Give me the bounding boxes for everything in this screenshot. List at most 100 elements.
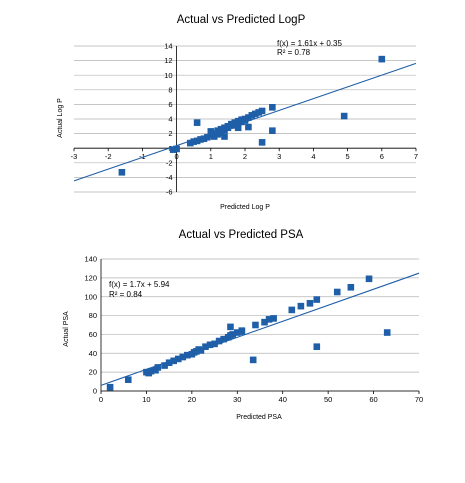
psa-r2-label: R² = 0.84 bbox=[109, 290, 143, 299]
logp-data-point bbox=[248, 112, 256, 119]
logp-data-point bbox=[269, 104, 276, 111]
psa-tick-labels: 0 20 40 60 80 100 120 140 0 10 20 30 40 50 60 70 bbox=[84, 255, 423, 404]
logp-data-point bbox=[221, 133, 228, 140]
psa-y-tick-label: 60 bbox=[89, 330, 97, 339]
psa-data-point bbox=[174, 355, 182, 363]
logp-data-point bbox=[258, 139, 266, 146]
logp-y-tick-label: 4 bbox=[168, 115, 172, 124]
logp-x-axis-label: Predicted Log P bbox=[220, 204, 270, 211]
psa-trend-equation: f(x) = 1.7x + 5.94 bbox=[109, 280, 170, 289]
logp-data-point bbox=[193, 119, 201, 126]
logp-axes bbox=[73, 46, 417, 192]
logp-data-point bbox=[228, 120, 235, 128]
psa-data-point bbox=[261, 318, 268, 326]
logp-r2-label: R² = 0.78 bbox=[277, 48, 311, 57]
logp-y-tick-label: -2 bbox=[166, 158, 173, 167]
logp-data-point bbox=[193, 137, 201, 145]
psa-axes bbox=[100, 259, 420, 394]
logp-data-point bbox=[173, 145, 180, 153]
logp-data-point bbox=[269, 127, 276, 134]
psa-data-point bbox=[306, 300, 314, 307]
psa-data-point bbox=[313, 343, 321, 350]
logp-data-point bbox=[251, 110, 259, 118]
psa-data-point bbox=[202, 343, 209, 350]
psa-chart-title: Actual vs Predicted PSA bbox=[179, 229, 304, 241]
logp-y-tick-label: 8 bbox=[168, 85, 172, 94]
psa-data-point bbox=[211, 340, 218, 348]
logp-data-point bbox=[241, 117, 249, 124]
logp-y-tick-label: 12 bbox=[164, 56, 172, 65]
logp-data-point bbox=[210, 130, 218, 137]
logp-data-point bbox=[378, 55, 386, 63]
psa-data-point bbox=[265, 316, 273, 323]
logp-x-tick-label: 0 bbox=[175, 152, 179, 161]
logp-data-point bbox=[234, 120, 242, 127]
logp-data-point bbox=[231, 119, 239, 126]
logp-data-point bbox=[221, 124, 228, 132]
logp-data-point bbox=[217, 125, 225, 133]
psa-data-point bbox=[383, 329, 391, 336]
logp-y-tick-label: 10 bbox=[164, 71, 172, 80]
psa-points bbox=[106, 275, 391, 391]
psa-x-tick-label: 60 bbox=[369, 395, 377, 404]
logp-y-tick-label: 6 bbox=[168, 100, 172, 109]
logp-data-point bbox=[190, 138, 197, 145]
logp-data-point bbox=[207, 131, 215, 139]
logp-x-tick-label: -2 bbox=[105, 152, 112, 161]
psa-data-point bbox=[124, 376, 132, 383]
psa-x-axis-label: Predicted PSA bbox=[236, 414, 282, 421]
psa-data-point bbox=[238, 327, 246, 334]
psa-data-point bbox=[170, 357, 177, 365]
logp-x-tick-label: -3 bbox=[71, 152, 78, 161]
psa-trendline bbox=[100, 272, 420, 386]
psa-data-point bbox=[233, 329, 241, 336]
psa-y-tick-label: 20 bbox=[89, 368, 97, 377]
logp-x-tick-label: 3 bbox=[277, 152, 281, 161]
logp-data-point bbox=[245, 123, 252, 131]
logp-data-point bbox=[169, 146, 177, 153]
psa-x-tick-label: 10 bbox=[142, 395, 150, 404]
psa-data-point bbox=[313, 296, 321, 303]
psa-data-point bbox=[249, 356, 257, 364]
psa-data-point bbox=[147, 367, 155, 375]
logp-data-point bbox=[214, 131, 221, 138]
psa-x-tick-label: 40 bbox=[279, 395, 287, 404]
psa-y-tick-label: 80 bbox=[89, 311, 97, 320]
psa-x-tick-label: 30 bbox=[233, 395, 241, 404]
psa-y-tick-label: 120 bbox=[84, 273, 97, 282]
psa-y-tick-label: 100 bbox=[84, 292, 97, 301]
psa-data-point bbox=[215, 337, 223, 345]
psa-data-point bbox=[288, 306, 296, 314]
psa-data-point bbox=[220, 335, 227, 343]
psa-x-tick-label: 50 bbox=[324, 395, 332, 404]
psa-data-point bbox=[179, 353, 187, 361]
logp-x-tick-label: 6 bbox=[380, 152, 384, 161]
logp-y-tick-label: -4 bbox=[166, 173, 173, 182]
psa-data-point bbox=[197, 347, 205, 354]
logp-data-point bbox=[255, 109, 262, 116]
psa-x-tick-label: 70 bbox=[415, 395, 423, 404]
psa-data-point bbox=[184, 351, 191, 359]
logp-data-point bbox=[234, 124, 242, 132]
logp-data-point bbox=[214, 127, 221, 134]
logp-data-point bbox=[197, 136, 204, 143]
logp-data-point bbox=[118, 168, 126, 176]
logp-data-point bbox=[340, 112, 348, 120]
logp-trend-equation: f(x) = 1.61x + 0.35 bbox=[277, 39, 342, 48]
logp-data-point bbox=[207, 128, 215, 135]
logp-chart: Actual vs Predicted LogP -6-4-2024681012… bbox=[57, 14, 418, 211]
logp-x-tick-label: -1 bbox=[139, 152, 146, 161]
psa-data-point bbox=[333, 288, 341, 296]
psa-data-point bbox=[161, 362, 168, 369]
psa-trend-line bbox=[100, 272, 420, 386]
logp-y-tick-label: 14 bbox=[164, 42, 172, 51]
psa-data-point bbox=[165, 359, 173, 367]
logp-data-point bbox=[238, 118, 245, 126]
psa-data-point bbox=[270, 315, 277, 322]
logp-data-point bbox=[258, 107, 266, 115]
psa-data-point bbox=[297, 302, 305, 310]
logp-x-tick-label: 7 bbox=[414, 152, 418, 161]
logp-data-point bbox=[204, 133, 211, 141]
logp-points bbox=[118, 55, 386, 176]
